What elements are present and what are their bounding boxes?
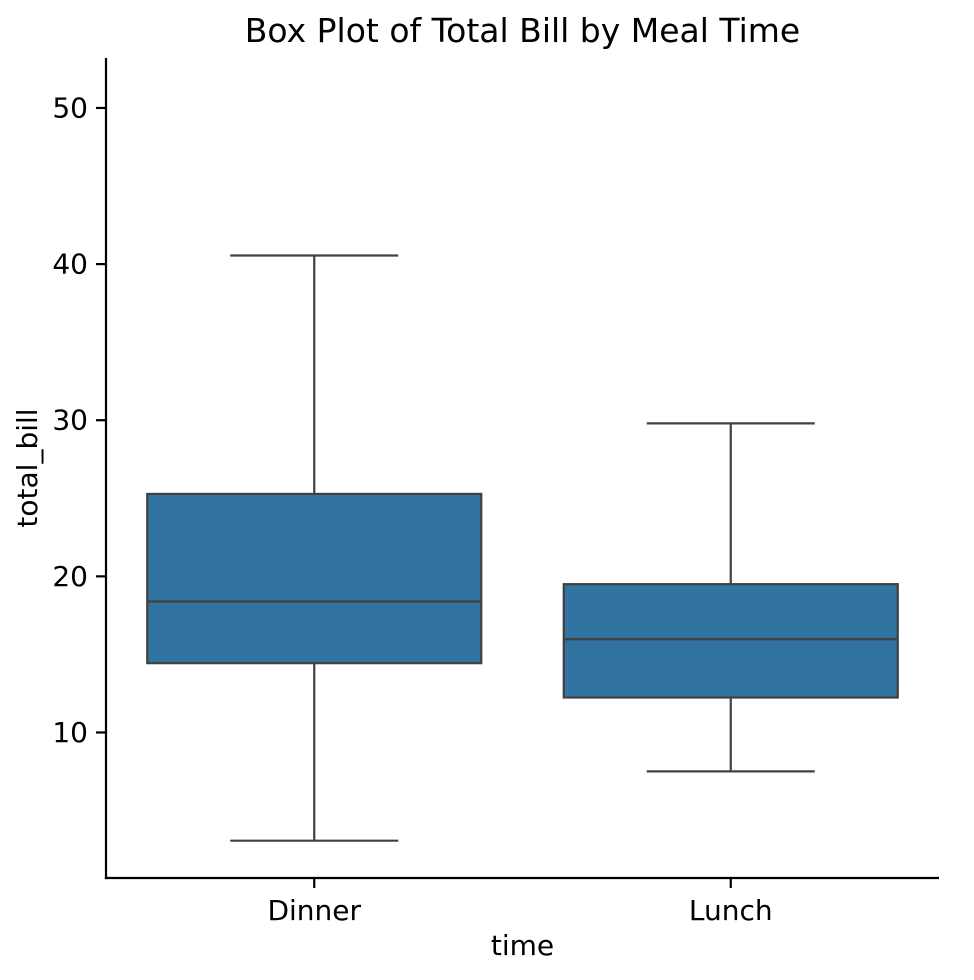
iqr-box-dinner xyxy=(146,492,483,665)
x-axis-label: time xyxy=(490,929,555,962)
x-tick-label-lunch: Lunch xyxy=(689,894,773,927)
chart-title: Box Plot of Total Bill by Meal Time xyxy=(244,11,801,50)
y-tick-label: 30 xyxy=(52,404,88,437)
y-tick-label: 10 xyxy=(52,716,88,749)
y-tick-label: 50 xyxy=(52,91,88,124)
y-axis-label: total_bill xyxy=(11,408,44,528)
y-tick-label: 40 xyxy=(52,248,88,281)
iqr-box-lunch xyxy=(562,583,899,699)
x-tick-label-dinner: Dinner xyxy=(267,894,361,927)
y-tick-label: 20 xyxy=(52,560,88,593)
